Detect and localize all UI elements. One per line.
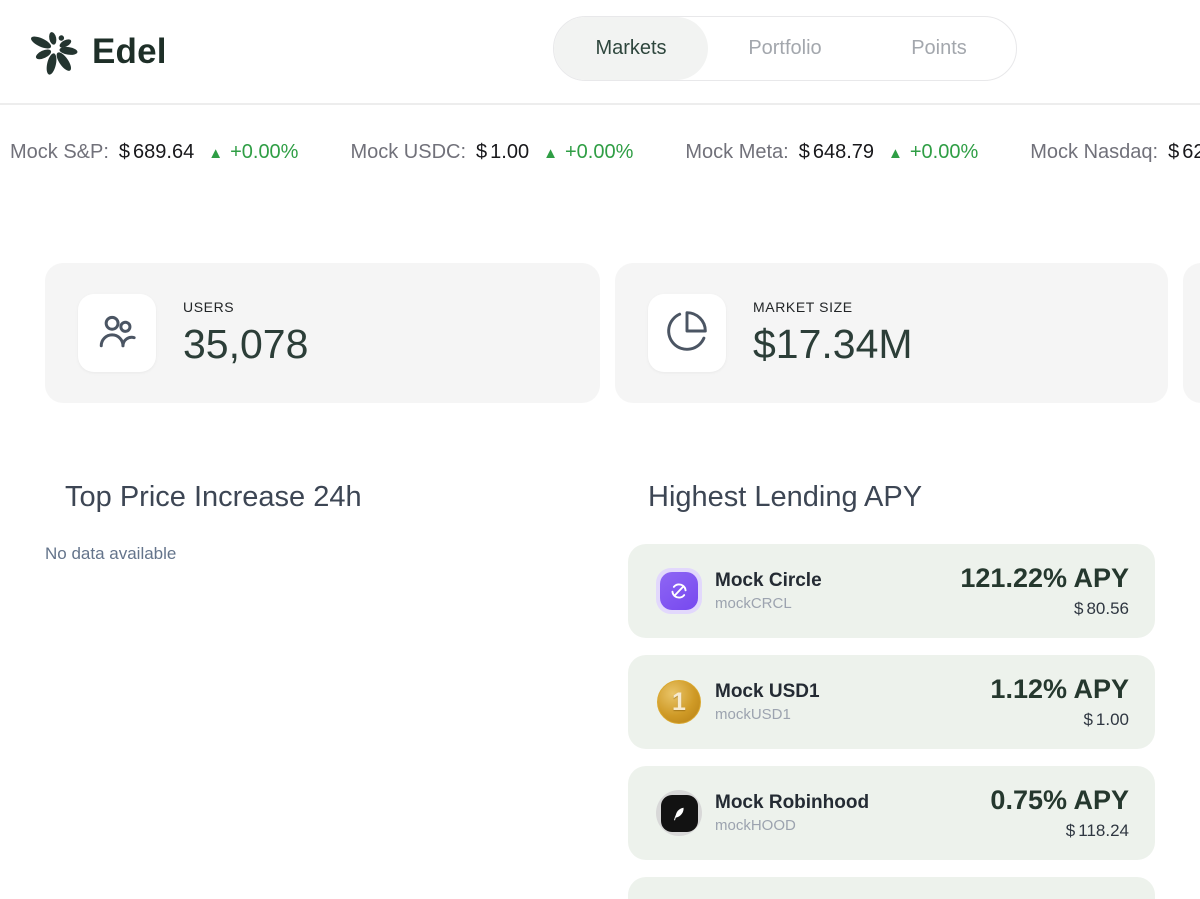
ticker-change: +0.00% xyxy=(564,141,634,163)
apy-list: Mock Circle mockCRCL 121.22% APY $80.56 … xyxy=(628,544,1155,899)
ticker-label: Mock S&P: xyxy=(10,141,109,163)
ticker-change: +0.00% xyxy=(909,141,979,163)
token-symbol: mockUSD1 xyxy=(715,706,791,723)
token-text: Mock Robinhood mockHOOD xyxy=(715,792,869,834)
apy-value: 121.22% APY xyxy=(960,563,1129,593)
highest-apy-section: Highest Lending APY Mock Circle xyxy=(628,480,1155,899)
apy-value: 0.75% APY xyxy=(990,785,1129,815)
apy-values: 121.22% APY $80.56 xyxy=(960,563,1129,619)
ticker-currency: $ xyxy=(118,141,131,163)
token-name: Mock USD1 xyxy=(715,681,820,702)
apy-value: 1.12% APY xyxy=(990,674,1129,704)
tab-points[interactable]: Points xyxy=(911,37,967,59)
token-symbol: mockHOOD xyxy=(715,817,796,834)
token-name: Mock Circle xyxy=(715,570,822,591)
price-amount: 118.24 xyxy=(1078,821,1129,840)
stat-text: MARKET SIZE $17.34M xyxy=(753,299,913,368)
token-price: $118.24 xyxy=(990,821,1129,841)
token-text: Mock USD1 mockUSD1 xyxy=(715,681,820,723)
stat-value: $17.34M xyxy=(753,320,913,367)
token-price: $80.56 xyxy=(960,599,1129,619)
tab-portfolio[interactable]: Portfolio xyxy=(748,37,822,59)
section-title-highest-apy: Highest Lending APY xyxy=(648,481,923,513)
apy-list-item-usd1[interactable]: 1 Mock USD1 mockUSD1 1.12% APY $1.00 xyxy=(628,655,1155,749)
up-arrow-icon: ▲ xyxy=(208,145,224,162)
ticker-label: Mock Meta: xyxy=(685,141,789,163)
users-icon xyxy=(96,310,138,357)
apy-list-item-partial xyxy=(628,877,1155,899)
ticker-change: +0.00% xyxy=(230,141,299,163)
token-name: Mock Robinhood xyxy=(715,792,870,813)
stats-row: USERS 35,078 MARKET SIZE $17.34M xyxy=(0,263,1200,403)
stat-card-users: USERS 35,078 xyxy=(45,263,600,403)
market-ticker: Mock S&P: $ 689.64 ▲ +0.00% Mock USDC: $… xyxy=(0,105,1200,200)
ticker-amount: 648.79 xyxy=(812,141,875,163)
icon-tile xyxy=(78,294,156,372)
price-currency: $ xyxy=(1065,821,1076,840)
token-text: Mock Circle mockCRCL xyxy=(715,570,822,612)
up-arrow-icon: ▲ xyxy=(888,145,903,162)
sections-row: Top Price Increase 24h No data available… xyxy=(0,480,1200,899)
apy-values: 1.12% APY $1.00 xyxy=(990,674,1129,730)
ticker-item-nasdaq: Mock Nasdaq: $ 623.72 xyxy=(1030,141,1200,164)
brand-name: Edel xyxy=(92,31,167,71)
stat-label: USERS xyxy=(183,298,235,315)
robinhood-icon xyxy=(656,790,702,836)
token-price: $1.00 xyxy=(990,710,1129,730)
ticker-label: Mock USDC: xyxy=(350,141,467,163)
section-title-top-increase: Top Price Increase 24h xyxy=(65,481,362,513)
price-amount: 80.56 xyxy=(1086,599,1129,618)
stat-card-market-size: MARKET SIZE $17.34M xyxy=(615,263,1168,403)
icon-tile xyxy=(648,294,726,372)
stat-card-partial xyxy=(1183,263,1200,403)
apy-list-item-circle[interactable]: Mock Circle mockCRCL 121.22% APY $80.56 xyxy=(628,544,1155,638)
usd1-coin-icon: 1 xyxy=(656,679,702,725)
ticker-label: Mock Nasdaq: xyxy=(1030,141,1159,163)
ticker-item-usdc: Mock USDC: $ 1.00 ▲ +0.00% xyxy=(350,141,633,164)
price-amount: 1.00 xyxy=(1095,710,1129,729)
top-price-increase-section: Top Price Increase 24h No data available xyxy=(45,480,628,899)
token-symbol: mockCRCL xyxy=(715,595,792,612)
pie-chart-icon xyxy=(665,309,709,358)
up-arrow-icon: ▲ xyxy=(543,145,558,162)
stat-label: MARKET SIZE xyxy=(753,298,853,315)
circle-token-icon xyxy=(656,568,702,614)
stat-text: USERS 35,078 xyxy=(183,299,308,368)
price-currency: $ xyxy=(1073,599,1084,618)
brand-logo[interactable]: Edel xyxy=(26,20,167,83)
ticker-amount: 623.72 xyxy=(1182,141,1200,163)
apy-list-item-robinhood[interactable]: Mock Robinhood mockHOOD 0.75% APY $118.2… xyxy=(628,766,1155,860)
ticker-amount: 1.00 xyxy=(490,141,530,163)
tab-markets[interactable]: Markets xyxy=(554,17,708,80)
ticker-item-meta: Mock Meta: $ 648.79 ▲ +0.00% xyxy=(685,141,978,164)
ticker-amount: 689.64 xyxy=(133,141,195,163)
price-currency: $ xyxy=(1083,710,1093,729)
ticker-item-sp: Mock S&P: $ 689.64 ▲ +0.00% xyxy=(10,141,298,164)
ticker-currency: $ xyxy=(476,141,488,163)
header: Edel Markets Portfolio Points xyxy=(0,0,1200,105)
empty-state-message: No data available xyxy=(45,544,177,563)
edel-leaf-logo-icon xyxy=(26,20,84,83)
stat-value: 35,078 xyxy=(183,320,309,367)
ticker-currency: $ xyxy=(798,141,810,163)
ticker-currency: $ xyxy=(1168,141,1180,163)
main-nav: Markets Portfolio Points xyxy=(553,16,1017,81)
apy-values: 0.75% APY $118.24 xyxy=(990,785,1129,841)
